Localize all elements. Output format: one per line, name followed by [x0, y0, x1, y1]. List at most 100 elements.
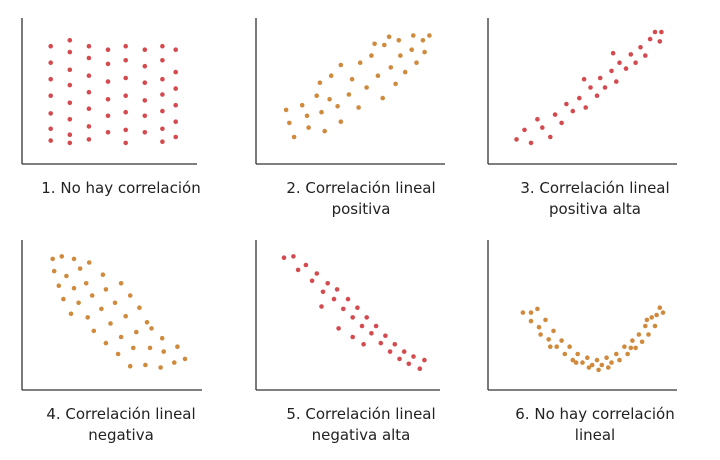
- scatter-point: [422, 357, 427, 363]
- scatter-point: [67, 100, 73, 106]
- scatter-point: [386, 34, 392, 39]
- scatter-point: [142, 47, 148, 52]
- scatter-point: [378, 340, 384, 346]
- scatter-point: [327, 97, 332, 102]
- scatter-point: [402, 69, 408, 75]
- scatter-point: [623, 66, 629, 71]
- scatter-point: [142, 98, 148, 103]
- scatter-point: [520, 310, 526, 315]
- scatter-point: [594, 357, 600, 363]
- scatter-point: [123, 140, 128, 146]
- scatter-point: [51, 268, 57, 274]
- scatter-point: [175, 344, 180, 350]
- scatter-point: [325, 281, 331, 286]
- scatter-point: [64, 273, 69, 279]
- scatter-point: [652, 29, 658, 35]
- scatter-point: [427, 33, 432, 38]
- scatter-point: [383, 333, 388, 339]
- scatter-point: [173, 119, 178, 124]
- scatter-point: [142, 130, 148, 135]
- scatter-point: [577, 95, 582, 101]
- scatter-point: [372, 41, 377, 47]
- scatter-point: [143, 362, 148, 368]
- scatter-point: [609, 360, 614, 365]
- scatter-point: [127, 293, 133, 298]
- scatter-point: [123, 109, 128, 115]
- scatter-point: [328, 73, 334, 78]
- scatter-point: [588, 85, 593, 90]
- scatter-point: [604, 355, 609, 361]
- caption-line: 6. No hay correlación: [515, 405, 675, 423]
- scatter-point: [173, 47, 178, 52]
- scatter-point: [306, 125, 311, 130]
- scatter-point: [586, 365, 592, 370]
- scatter-point: [291, 134, 297, 140]
- scatter-point: [105, 47, 111, 52]
- scatter-point: [48, 111, 53, 116]
- panel-caption: 6. No hay correlación lineal: [480, 404, 710, 446]
- scatter-point: [409, 47, 415, 52]
- scatter-point: [514, 137, 519, 142]
- scatter-point: [417, 366, 423, 372]
- scatter-point: [647, 36, 653, 42]
- scatter-point: [304, 113, 310, 119]
- scatter-point: [373, 323, 379, 329]
- scatter-point: [314, 93, 320, 98]
- caption-line: positiva alta: [549, 200, 641, 218]
- scatter-point: [361, 342, 366, 347]
- scatter-panel: [255, 240, 440, 391]
- scatter-point: [123, 93, 128, 98]
- scatter-point: [76, 300, 81, 306]
- scatter-point: [160, 76, 165, 82]
- scatter-point: [99, 306, 104, 312]
- scatter-point: [657, 39, 663, 44]
- scatter-point: [123, 127, 128, 133]
- scatter-point: [160, 92, 165, 97]
- scatter-point: [334, 287, 340, 292]
- scatter-point: [89, 293, 95, 298]
- scatter-point: [59, 254, 65, 259]
- scatter-point: [48, 138, 53, 143]
- scatter-point: [396, 38, 402, 43]
- scatter-point: [77, 266, 83, 271]
- scatter-point: [137, 305, 142, 311]
- scatter-point: [543, 317, 548, 323]
- caption-line: negativa: [88, 426, 154, 444]
- scatter-point: [48, 43, 53, 49]
- scatter-point: [182, 356, 188, 362]
- scatter-point: [83, 281, 89, 286]
- scatter-point: [392, 342, 398, 347]
- scatter-point: [649, 315, 654, 320]
- scatter-point: [299, 102, 305, 108]
- panel-caption: 3. Correlación lineal positiva alta: [480, 178, 710, 220]
- scatter-point: [67, 38, 73, 43]
- scatter-point: [535, 117, 540, 122]
- scatter-point: [581, 76, 587, 82]
- scatter-point: [86, 73, 92, 78]
- scatter-point: [67, 117, 73, 122]
- scatter-point: [105, 61, 111, 67]
- scatter-point: [314, 271, 320, 276]
- scatter-point: [338, 62, 344, 68]
- scatter-point: [646, 332, 651, 337]
- scatter-point: [161, 349, 166, 354]
- scatter-point: [614, 79, 619, 84]
- scatter-point: [380, 95, 386, 101]
- scatter-point: [322, 128, 328, 134]
- scatter-point: [105, 97, 111, 102]
- scatter-point: [528, 318, 534, 324]
- scatter-point: [638, 45, 643, 50]
- scatter-point: [369, 331, 374, 336]
- panel-caption: 1. No hay correlación: [6, 178, 236, 199]
- scatter-point: [172, 360, 177, 365]
- scatter-point: [633, 60, 638, 65]
- scatter-point: [597, 75, 603, 81]
- scatter-point: [628, 345, 634, 351]
- caption-line: positiva: [331, 200, 391, 218]
- scatter-point: [86, 89, 92, 95]
- caption-line: 4. Correlación lineal: [46, 405, 196, 423]
- scatter-point: [86, 124, 92, 129]
- scatter-point: [283, 107, 289, 113]
- scatter-point: [349, 76, 355, 82]
